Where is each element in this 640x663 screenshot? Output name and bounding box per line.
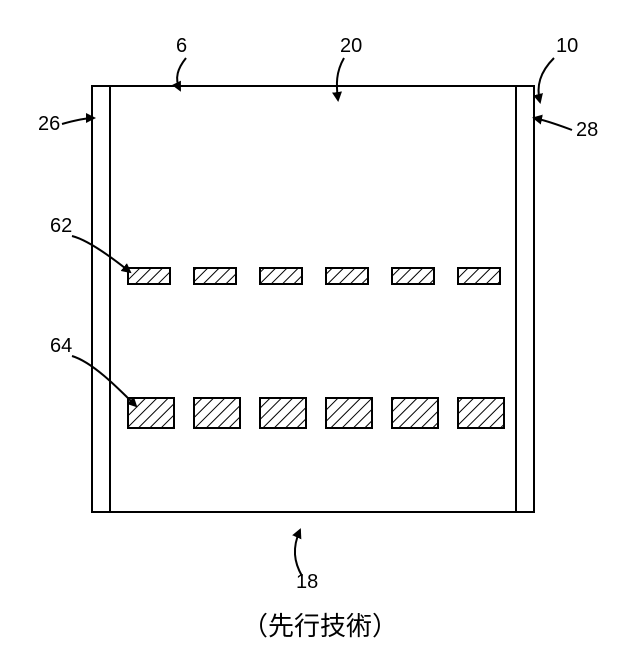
hatched-block-row0-i2 [260,268,302,284]
outer-box [92,86,534,512]
hatched-block-row1-i0 [128,398,174,428]
hatched-block-row1-i5 [458,398,504,428]
ref-label-20: 20 [340,35,362,57]
ref-label-18: 18 [296,571,318,593]
ref-label-26: 26 [38,113,60,135]
hatched-block-row0-i5 [458,268,500,284]
hatched-block-row0-i0 [128,268,170,284]
ref-label-64: 64 [50,335,72,357]
hatched-block-row1-i2 [260,398,306,428]
ref-label-6: 6 [176,35,187,57]
leader-20 [337,58,344,100]
hatched-block-row0-i3 [326,268,368,284]
hatched-block-row0-i1 [194,268,236,284]
hatched-block-row1-i3 [326,398,372,428]
hatched-block-row1-i4 [392,398,438,428]
prior-art-caption: （先行技術） [242,611,398,641]
leader-28 [534,118,572,130]
leader-10 [539,58,554,102]
ref-label-10: 10 [556,35,578,57]
leader-64 [72,356,136,406]
ref-label-62: 62 [50,215,72,237]
leader-18 [295,530,302,576]
hatched-block-row1-i1 [194,398,240,428]
leader-62 [72,236,130,272]
ref-label-28: 28 [576,119,598,141]
leader-26 [62,118,94,124]
hatched-block-row0-i4 [392,268,434,284]
